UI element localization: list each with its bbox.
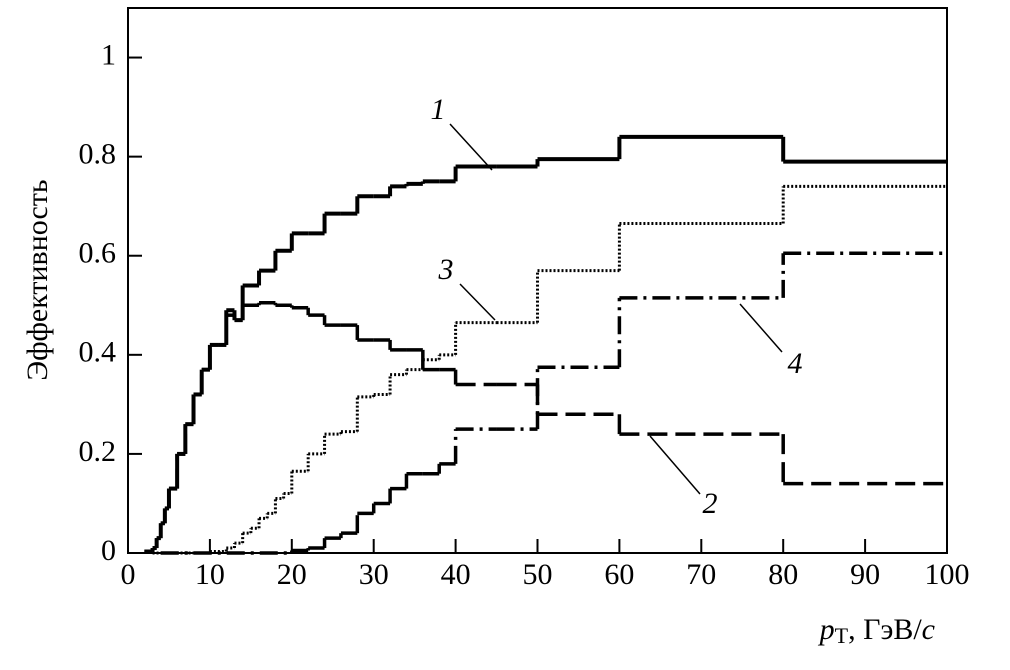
x-tick-label: 40 (441, 558, 471, 591)
annotation-leader (649, 435, 701, 495)
x-axis-title: pT, ГэВ/c (818, 613, 935, 648)
y-axis-title: Эффективность (21, 179, 54, 380)
y-tick-label: 0.4 (79, 336, 117, 369)
x-title-unit: , ГэВ/ (848, 613, 922, 646)
x-tick-label: 50 (523, 558, 553, 591)
x-tick-label: 100 (925, 558, 970, 591)
annotation-leader (739, 303, 783, 353)
x-tick-label: 80 (768, 558, 798, 591)
x-tick-label: 0 (121, 558, 136, 591)
x-title-var: p (818, 613, 835, 646)
x-tick-label: 90 (850, 558, 880, 591)
x-tick-label: 30 (359, 558, 389, 591)
annotation-leader (449, 123, 493, 171)
y-tick-label: 0.2 (79, 435, 117, 468)
x-tick-label: 70 (686, 558, 716, 591)
x-title-sub: T (835, 623, 849, 648)
annotation: 1 (431, 93, 446, 126)
plot-frame (127, 7, 948, 554)
x-tick-label: 60 (604, 558, 634, 591)
annotation: 2 (703, 487, 718, 520)
annotation: 4 (788, 347, 803, 380)
y-tick-label: 0.8 (79, 138, 117, 171)
annotation-leader (459, 283, 496, 321)
x-tick-label: 20 (277, 558, 307, 591)
x-tick-label: 10 (195, 558, 225, 591)
x-title-c: c (922, 613, 935, 646)
y-tick-label: 0.6 (79, 237, 117, 270)
annotation: 3 (438, 253, 454, 286)
y-tick-label: 1 (101, 38, 116, 71)
y-tick-label: 0 (101, 534, 116, 567)
